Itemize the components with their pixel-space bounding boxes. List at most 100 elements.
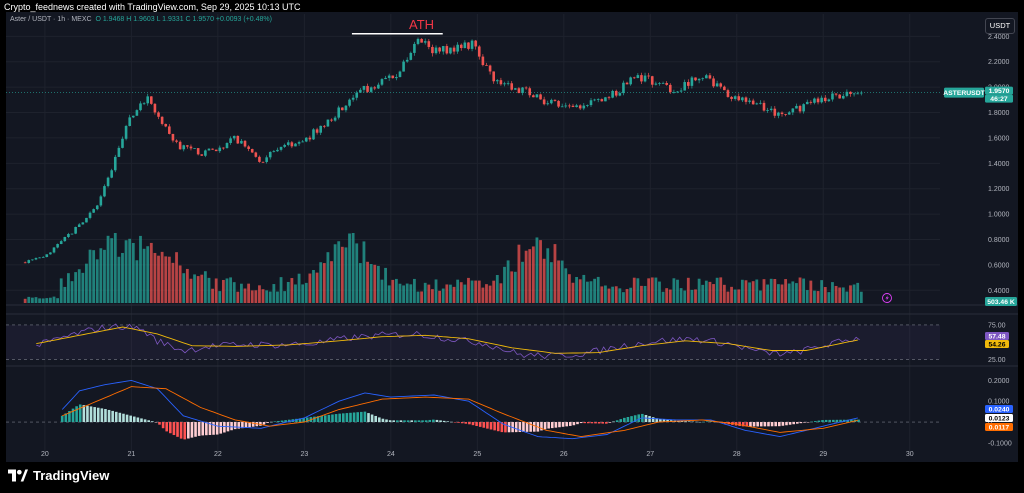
time-tick-label: 29 [819,451,827,458]
candle-body [373,87,377,89]
candle-body [589,100,593,106]
volume-bar [834,285,838,303]
candle-body [632,77,636,79]
candle-body [823,97,827,102]
price-tag-value: 1.9570 [989,88,1010,95]
candle-body [258,156,261,162]
macd-signal-tag-bg [985,423,1013,431]
volume-bar [524,250,528,303]
volume-bar [517,244,521,303]
candle-body [261,161,265,163]
macd-histogram-bar [547,422,550,429]
candle-body [459,44,463,49]
candle-body [405,59,409,62]
candle-body [63,237,67,242]
close-value: C 1.9570 [185,16,214,23]
candle-body [838,94,841,99]
candle-body [687,82,690,86]
price-tick-label: 1.8000 [988,110,1010,117]
volume-bar [211,288,214,303]
macd-signal-tag: 0.0117 [989,425,1010,432]
volume-bar [791,281,795,303]
volume-bar [571,282,575,303]
candle-body [715,83,719,87]
volume-bar [207,277,211,303]
volume-bar [463,284,467,303]
macd-histogram-bar [71,408,75,423]
macd-histogram-bar [363,411,367,423]
volume-bar [99,248,103,303]
volume-bar [200,274,204,303]
volume-bar [708,281,712,303]
volume-bar [625,289,629,303]
macd-histogram-bar [486,422,489,429]
candle-body [532,95,535,98]
candle-body [485,65,488,66]
volume-bar [149,242,153,303]
macd-histogram-bar [597,422,601,424]
candle-body [27,260,31,263]
candle-body [514,88,517,90]
volume-bar [344,247,348,303]
candle-body [92,209,95,213]
volume-bar [654,277,658,303]
candle-body [196,148,200,155]
volume-bar [632,277,636,303]
candle-body [362,85,366,90]
volume-bar [376,265,380,303]
volume-bar [758,290,762,303]
macd-histogram-bar [450,421,453,423]
candle-body [769,108,773,111]
macd-histogram-bar [111,410,114,423]
candle-body [146,96,150,104]
volume-bar [290,278,294,303]
macd-histogram-bar [262,422,266,425]
macd-histogram-bar [756,422,759,427]
volume-bar [557,260,560,303]
currency-badge[interactable]: USDT [985,18,1015,34]
macd-histogram-bar [446,421,450,423]
candle-body [113,156,117,171]
macd-histogram-bar [464,422,468,424]
macd-histogram-bar [158,422,161,425]
macd-histogram-bar [468,422,471,425]
volume-bar [160,251,164,303]
macd-histogram-bar [770,422,774,427]
volume-bar [185,268,189,303]
candle-body [315,129,319,133]
volume-bar [258,285,261,303]
macd-histogram-bar [280,420,284,423]
time-tick-label: 22 [214,451,222,458]
volume-bar [373,264,377,303]
candle-body [593,99,596,101]
macd-histogram-bar [824,419,828,423]
candle-body [712,78,715,87]
macd-histogram-bar [385,419,388,423]
macd-histogram-bar [630,416,633,423]
rsi-ma-line [36,326,858,354]
candle-body [517,88,521,94]
macd-value-tag: 0.0240 [989,407,1010,414]
candle-body [279,146,283,150]
candle-body [787,112,791,115]
macd-histogram-bar [370,414,374,423]
macd-histogram-bar [587,422,590,424]
volume-bar [110,238,114,303]
candle-body [456,44,459,52]
candle-body [247,146,250,150]
macd-histogram-bar [392,420,396,423]
candle-body [34,258,38,260]
high-value: H 1.9603 [126,16,155,23]
macd-histogram-bar [284,420,287,423]
candle-body [539,94,542,100]
macd-histogram-bar [792,422,796,425]
candle-body [420,38,423,43]
volume-bar [650,277,654,303]
macd-histogram-bar [846,419,850,423]
volume-bar [261,289,265,303]
macd-histogram-bar [334,414,338,423]
macd-histogram-bar [453,422,457,423]
candle-body [762,102,766,111]
volume-bar [175,252,178,303]
